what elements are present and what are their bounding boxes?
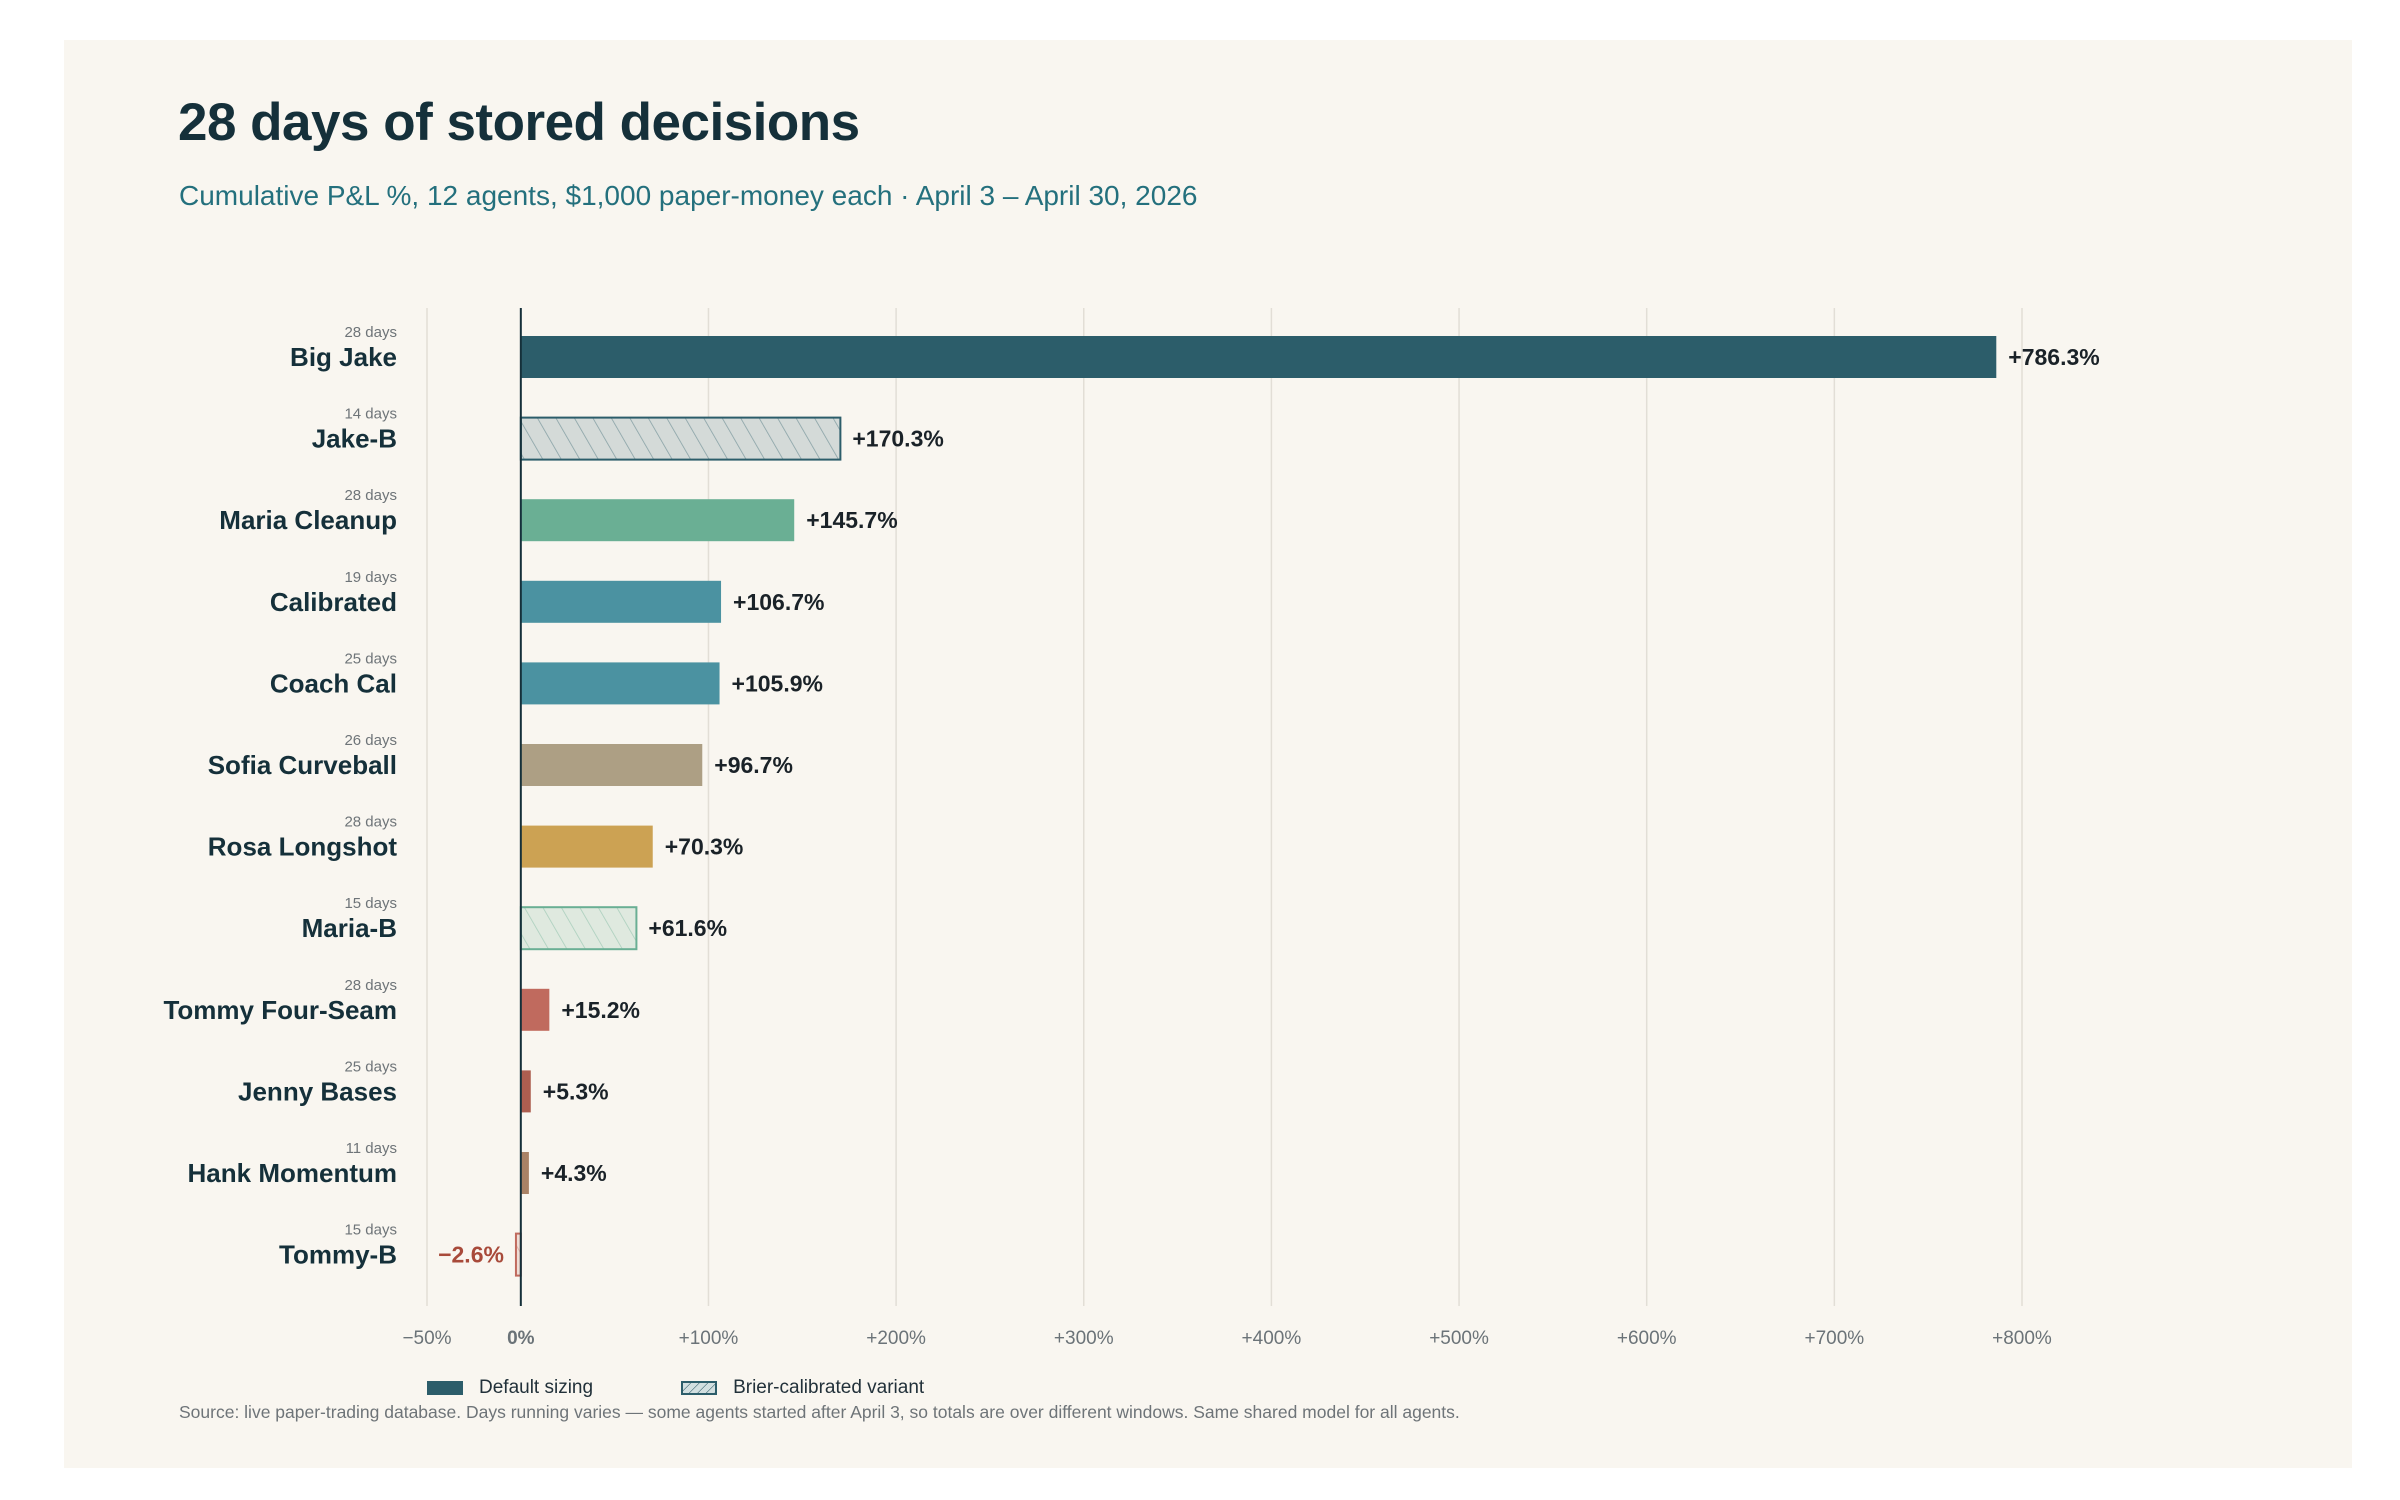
value-label: +96.7% [714, 752, 793, 778]
chart-subtitle: Cumulative P&L %, 12 agents, $1,000 pape… [179, 180, 1198, 211]
legend-item-default: Default sizing [427, 1377, 593, 1399]
x-tick-label: 0% [507, 1328, 535, 1349]
legend-label-variant: Brier-calibrated variant [733, 1377, 925, 1398]
days-label: 28 days [344, 977, 397, 994]
value-label: +170.3% [852, 426, 943, 452]
bar [520, 499, 795, 542]
days-label: 26 days [344, 732, 397, 749]
agent-label: Maria-B [302, 913, 397, 943]
agent-label: Maria Cleanup [219, 505, 397, 535]
agent-label: Tommy Four-Seam [163, 995, 397, 1025]
agent-label: Jake-B [312, 424, 397, 454]
days-label: 28 days [344, 487, 397, 504]
agent-label: Hank Momentum [188, 1158, 397, 1188]
chart-title: 28 days of stored decisions [178, 93, 860, 152]
agent-label: Jenny Bases [238, 1076, 397, 1106]
bar [520, 1152, 529, 1194]
value-label: +61.6% [648, 915, 727, 941]
agent-label: Tommy-B [279, 1240, 397, 1270]
x-tick-label: +500% [1429, 1328, 1489, 1349]
x-tick-label: +200% [866, 1328, 926, 1349]
x-tick-label: −50% [402, 1328, 451, 1349]
legend-item-variant: Brier-calibrated variant [681, 1377, 924, 1399]
value-label: +105.9% [732, 670, 823, 696]
legend-swatch-variant [681, 1381, 718, 1395]
value-label: +4.3% [541, 1160, 607, 1186]
value-label: +145.7% [806, 507, 897, 533]
x-tick-label: +400% [1242, 1328, 1302, 1349]
x-tick-label: +100% [679, 1328, 739, 1349]
bar [519, 416, 842, 461]
bar [520, 662, 720, 705]
bar [520, 336, 1997, 378]
x-tick-label: +700% [1805, 1328, 1865, 1349]
legend-label-default: Default sizing [479, 1377, 594, 1398]
agent-label: Big Jake [290, 342, 397, 372]
x-tick-label: +600% [1617, 1328, 1677, 1349]
value-label: +15.2% [561, 997, 640, 1023]
bar [520, 744, 703, 786]
days-label: 15 days [344, 1222, 397, 1239]
value-label: −2.6% [438, 1242, 504, 1268]
source-note: Source: live paper-trading database. Day… [179, 1402, 1460, 1422]
bar [520, 988, 550, 1031]
agent-label: Coach Cal [270, 668, 397, 698]
chart-legend: Default sizing Brier-calibrated variant [427, 1377, 1012, 1399]
legend-swatch-default [427, 1381, 463, 1395]
value-label: +786.3% [2008, 344, 2099, 370]
value-label: +5.3% [543, 1078, 609, 1104]
agent-label: Sofia Curveball [208, 750, 397, 780]
agent-label: Rosa Longshot [208, 832, 398, 862]
days-label: 28 days [344, 324, 397, 341]
bar [520, 825, 653, 868]
days-label: 25 days [344, 650, 397, 667]
days-label: 28 days [344, 814, 397, 831]
agent-label: Calibrated [270, 587, 397, 617]
x-tick-label: +300% [1054, 1328, 1114, 1349]
days-label: 15 days [344, 895, 397, 912]
bar [520, 1070, 531, 1113]
bar [520, 580, 722, 623]
days-label: 25 days [344, 1058, 397, 1075]
days-label: 14 days [344, 406, 397, 423]
value-label: +70.3% [665, 834, 744, 860]
days-label: 19 days [344, 569, 397, 586]
chart-card [64, 40, 2352, 1468]
days-label: 11 days [346, 1140, 397, 1157]
bar [519, 906, 638, 951]
x-tick-label: +800% [1992, 1328, 2052, 1349]
value-label: +106.7% [733, 589, 824, 615]
